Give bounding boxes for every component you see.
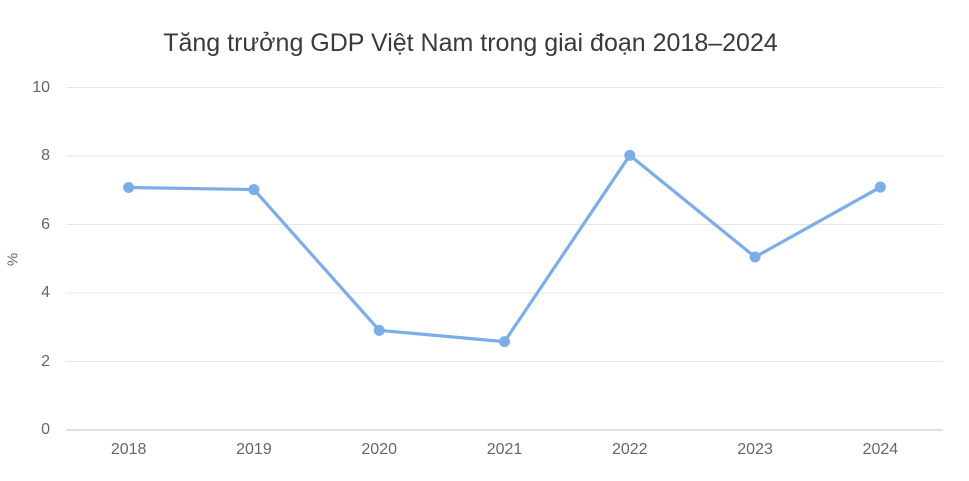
series-line bbox=[127, 153, 882, 344]
y-tick-label: 0 bbox=[41, 421, 50, 438]
x-tick-label: 2024 bbox=[862, 441, 899, 458]
x-tick-label: 2022 bbox=[611, 441, 648, 458]
data-point-2019[interactable] bbox=[248, 184, 260, 196]
data-point-2020[interactable] bbox=[373, 324, 385, 336]
y-tick-label: 2 bbox=[41, 352, 50, 370]
x-tick-label: 2021 bbox=[486, 441, 523, 458]
x-tick-label: 2019 bbox=[236, 441, 272, 458]
x-tick-label: 2023 bbox=[737, 441, 773, 458]
x-tick-label: 2018 bbox=[110, 441, 147, 458]
x-tick-label: 2020 bbox=[361, 441, 397, 458]
y-tick-label: 6 bbox=[41, 215, 50, 233]
data-point-2021[interactable] bbox=[499, 336, 510, 348]
y-tick-label: 8 bbox=[41, 147, 50, 164]
data-point-2018[interactable] bbox=[123, 182, 135, 194]
chart-title: Tăng trưởng GDP Việt Nam trong giai đoạn… bbox=[163, 29, 778, 57]
y-tick-label: 4 bbox=[41, 284, 50, 301]
data-point-2023[interactable] bbox=[749, 251, 761, 263]
data-point-2024[interactable] bbox=[874, 181, 886, 193]
data-point-2022[interactable] bbox=[624, 149, 636, 161]
y-tick-label: 10 bbox=[32, 78, 50, 96]
